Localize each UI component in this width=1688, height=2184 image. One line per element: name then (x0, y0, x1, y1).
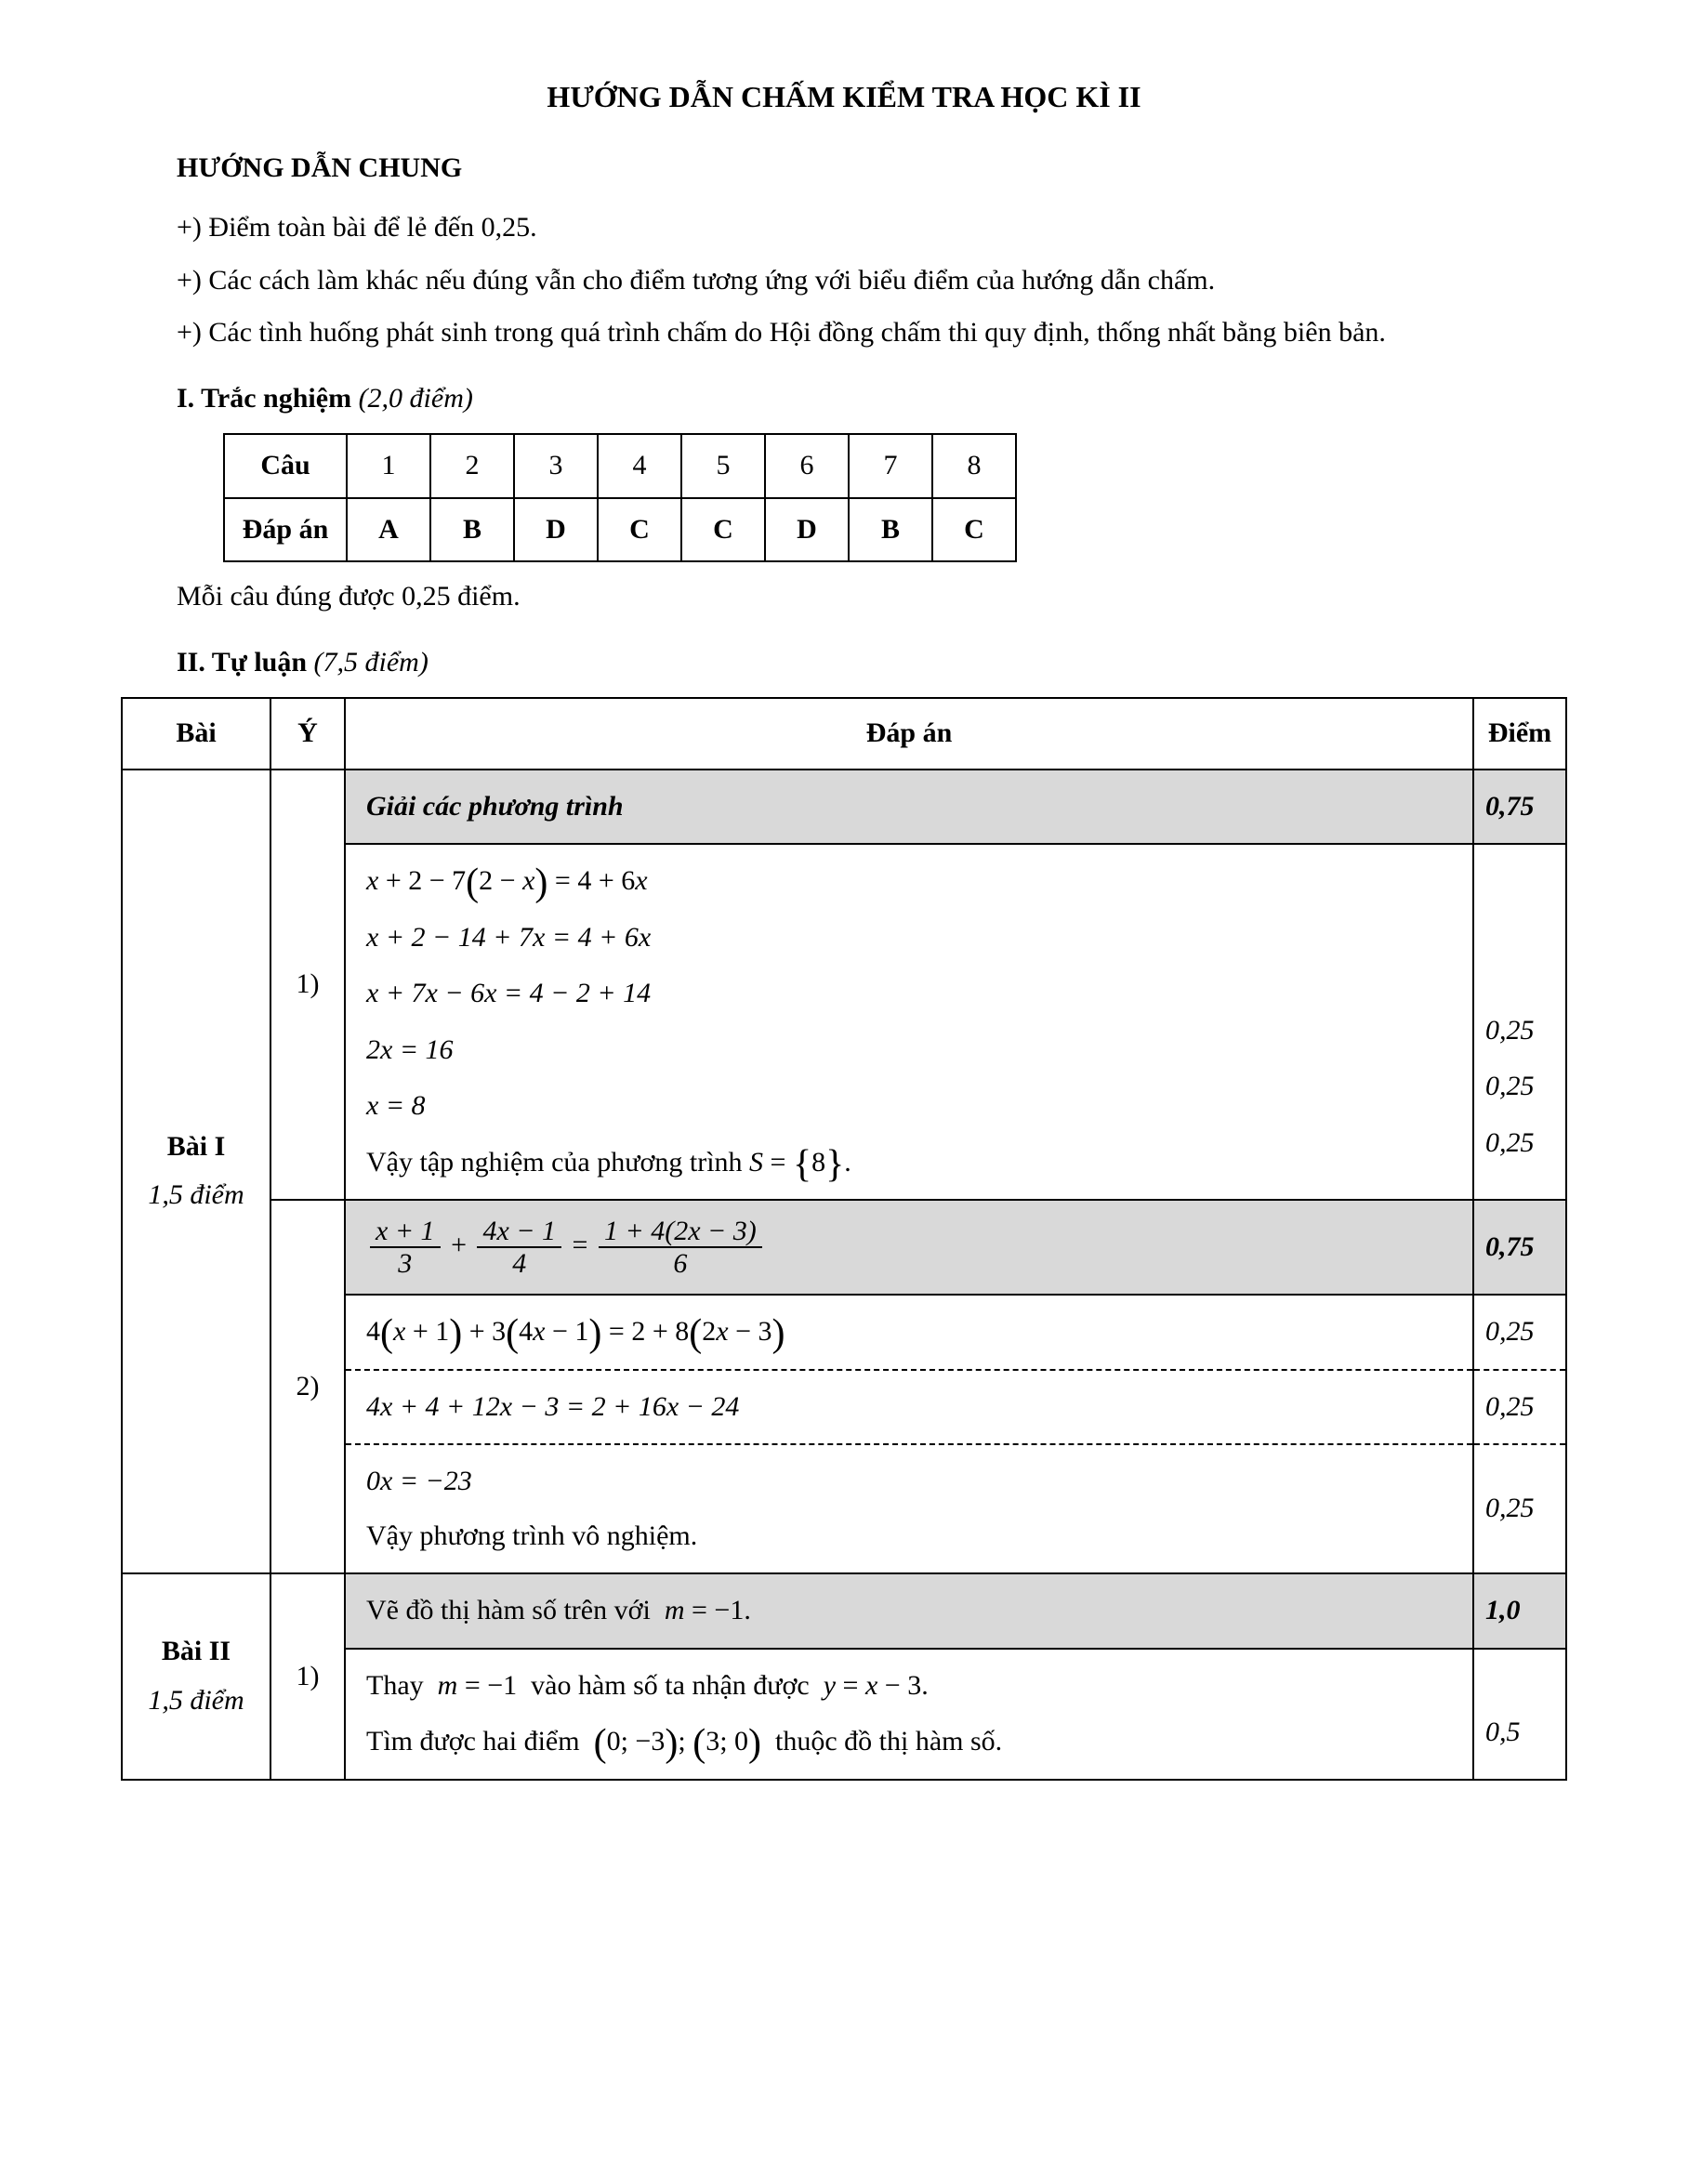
answer-key-ans: A (347, 498, 430, 562)
bai2-y1-label: 1) (270, 1573, 345, 1780)
frac-1: x + 1 3 (366, 1216, 444, 1279)
frac-num: 1 + 4(2x − 3) (599, 1216, 762, 1248)
bai1-y1-ans: x + 2 − 7(2 − x) = 4 + 6x x + 2 − 14 + 7… (345, 844, 1473, 1200)
answer-key-ans: D (514, 498, 598, 562)
solutions-header-row: Bài Ý Đáp án Điểm (122, 698, 1566, 770)
hdr-y: Ý (270, 698, 345, 770)
bai1-y1-final-a: Vậy tập nghiệm của phương trình (366, 1147, 749, 1178)
bai1-y2-frac: x + 1 3 + 4x − 1 4 = 1 + 4(2x − 3) 6 (345, 1200, 1473, 1295)
bai1-y1-label: 1) (270, 770, 345, 1201)
answer-key-col: 4 (598, 434, 681, 498)
bai2-cell: Bài II 1,5 điểm (122, 1573, 270, 1780)
answer-key-header-row: Câu 1 2 3 4 5 6 7 8 (224, 434, 1016, 498)
doc-subtitle: HƯỚNG DẪN CHUNG (177, 147, 1567, 191)
bai2-y1-line-a: Thay m = −1 vào hàm số ta nhận được y = … (366, 1664, 1452, 1708)
bai2-problem-header-pt: 1,0 (1473, 1573, 1566, 1649)
bai2-y1-pt: 0,5 (1473, 1649, 1566, 1780)
bai1-y2-label: 2) (270, 1200, 345, 1573)
frac-num: x + 1 (370, 1216, 441, 1248)
answer-key-col: 7 (849, 434, 932, 498)
answer-key-ans: D (765, 498, 849, 562)
bai1-y2-line3-pt: 0,25 (1473, 1370, 1566, 1445)
bai1-y2-line2-pt: 0,25 (1473, 1295, 1566, 1370)
bai1-y1-eq: x + 7x − 6x = 4 − 2 + 14 (366, 972, 1452, 1016)
answer-key-label-dapan: Đáp án (224, 498, 347, 562)
hdr-diem: Điểm (1473, 698, 1566, 770)
bai1-y2-line4a: 0x = −23 (366, 1460, 1452, 1504)
bai1-y1-final-c: . (844, 1147, 851, 1178)
frac-den: 3 (370, 1248, 441, 1279)
answer-key-col: 6 (765, 434, 849, 498)
bai1-y1-pt: 0,25 (1485, 1065, 1554, 1109)
section-2-head: II. Tự luận (7,5 điểm) (177, 641, 1567, 685)
note-after-key: Mỗi câu đúng được 0,25 điểm. (177, 575, 1567, 619)
frac-den: 4 (477, 1248, 561, 1279)
bai1-y1-eq: x = 8 (366, 1085, 1452, 1128)
solutions-table: Bài Ý Đáp án Điểm Bài I 1,5 điểm 1) Giải… (121, 697, 1567, 1781)
bai1-y2-line4b: Vậy phương trình vô nghiệm. (366, 1515, 1452, 1559)
bai1-y1-eq: 2x = 16 (366, 1029, 1452, 1072)
page: HƯỚNG DẪN CHẤM KIỂM TRA HỌC KÌ II HƯỚNG … (0, 0, 1688, 1836)
answer-key-ans: C (598, 498, 681, 562)
bai1-y1-eq: x + 2 − 7(2 − x) = 4 + 6x (366, 860, 1452, 903)
answer-key-ans: B (430, 498, 514, 562)
section-1-paren: (2,0 điểm) (359, 383, 473, 414)
bai1-y2-line2: 4(x + 1) + 3(4x − 1) = 2 + 8(2x − 3) (345, 1295, 1473, 1370)
bai1-pts: 1,5 điểm (124, 1174, 269, 1217)
hdr-dapan: Đáp án (345, 698, 1473, 770)
answer-key-answers-row: Đáp án A B D C C D B C (224, 498, 1016, 562)
hdr-bai: Bài (122, 698, 270, 770)
bai1-y2-line3-text: 4x + 4 + 12x − 3 = 2 + 16x − 24 (366, 1391, 739, 1422)
intro-para-3: +) Các tình huống phát sinh trong quá tr… (177, 311, 1567, 355)
answer-key-ans: C (932, 498, 1016, 562)
bai1-cell: Bài I 1,5 điểm (122, 770, 270, 1574)
bai2-y1-line-b: Tìm được hai điểm (0; −3); (3; 0) thuộc … (366, 1720, 1452, 1764)
answer-key-col: 5 (681, 434, 765, 498)
frac-num: 4x − 1 (477, 1216, 561, 1248)
section-1-head: I. Trắc nghiệm (2,0 điểm) (177, 377, 1567, 421)
bai1-problem-header-text: Giải các phương trình (366, 791, 624, 822)
intro-para-2: +) Các cách làm khác nếu đúng vẫn cho đi… (177, 259, 1567, 303)
bai2-header-row: Bài II 1,5 điểm 1) Vẽ đồ thị hàm số trên… (122, 1573, 1566, 1649)
answer-key-label-cau: Câu (224, 434, 347, 498)
frac-2: 4x − 1 4 (473, 1216, 565, 1279)
frac-den: 6 (599, 1248, 762, 1279)
bai2-y1-pt-val: 0,5 (1485, 1711, 1554, 1755)
bai1-header-row: Bài I 1,5 điểm 1) Giải các phương trình … (122, 770, 1566, 845)
bai1-y1-pts: 0,25 0,25 0,25 (1473, 844, 1566, 1200)
frac-3: 1 + 4(2x − 3) 6 (595, 1216, 766, 1279)
section-2-roman: II. Tự luận (177, 647, 307, 678)
bai1-problem-header-pt: 0,75 (1473, 770, 1566, 845)
bai2-pts: 1,5 điểm (124, 1679, 269, 1723)
bai1-y1-final: Vậy tập nghiệm của phương trình S = {8}. (366, 1141, 1452, 1185)
answer-key-col: 8 (932, 434, 1016, 498)
frac-eq-sign: = (573, 1230, 595, 1260)
doc-title: HƯỚNG DẪN CHẤM KIỂM TRA HỌC KÌ II (121, 74, 1567, 121)
bai1-y2-line4: 0x = −23 Vậy phương trình vô nghiệm. (345, 1444, 1473, 1573)
bai2-name: Bài II (162, 1636, 231, 1666)
frac-plus: + (451, 1230, 473, 1260)
answer-key-table: Câu 1 2 3 4 5 6 7 8 Đáp án A B D C C D B… (223, 433, 1017, 562)
bai2-y1-ans: Thay m = −1 vào hàm số ta nhận được y = … (345, 1649, 1473, 1780)
bai1-name: Bài I (167, 1131, 226, 1162)
bai1-y1-eq: x + 2 − 14 + 7x = 4 + 6x (366, 916, 1452, 960)
bai1-problem-header: Giải các phương trình (345, 770, 1473, 845)
bai1-y2-line4-pt: 0,25 (1473, 1444, 1566, 1573)
bai2-problem-header: Vẽ đồ thị hàm số trên với m = −1. (345, 1573, 1473, 1649)
bai1-y2-line3: 4x + 4 + 12x − 3 = 2 + 16x − 24 (345, 1370, 1473, 1445)
answer-key-ans: B (849, 498, 932, 562)
answer-key-ans: C (681, 498, 765, 562)
section-1-roman: I. Trắc nghiệm (177, 383, 351, 414)
bai1-y1-pt: 0,25 (1485, 1009, 1554, 1053)
bai1-y2-frac-pt: 0,75 (1473, 1200, 1566, 1295)
section-2-paren: (7,5 điểm) (314, 647, 429, 678)
answer-key-col: 2 (430, 434, 514, 498)
answer-key-col: 3 (514, 434, 598, 498)
answer-key-col: 1 (347, 434, 430, 498)
bai1-y1-pt: 0,25 (1485, 1122, 1554, 1165)
intro-para-1: +) Điểm toàn bài để lẻ đến 0,25. (177, 206, 1567, 250)
bai1-y2-frac-row: 2) x + 1 3 + 4x − 1 4 = 1 + 4(2x − 3) 6 … (122, 1200, 1566, 1295)
